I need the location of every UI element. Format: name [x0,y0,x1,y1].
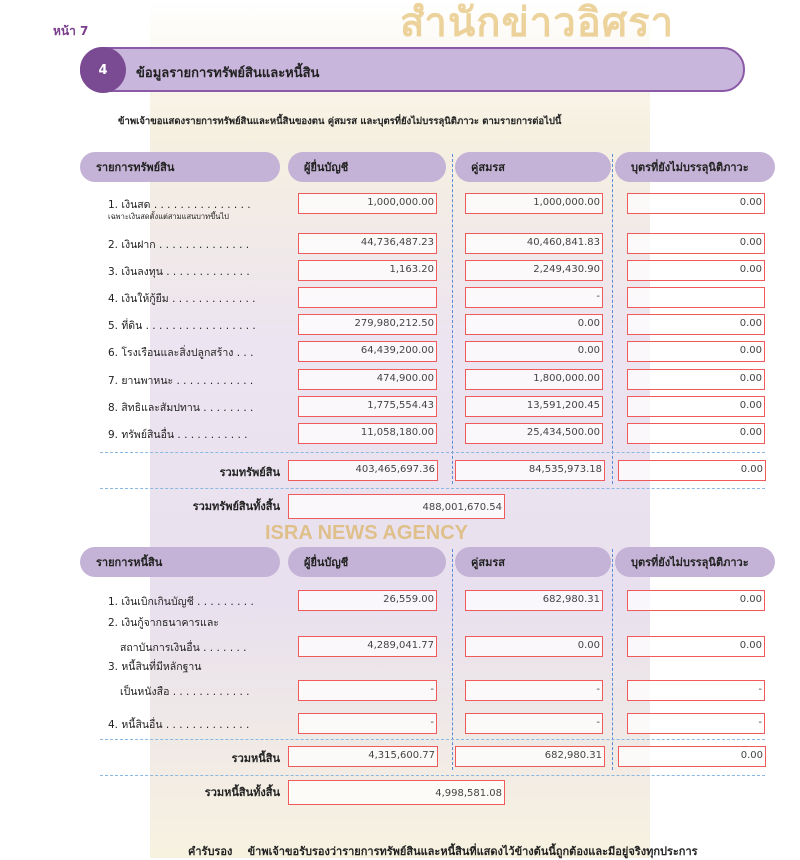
liabilities-row-label-cont: สถาบันการเงินอื่น . . . . . . . [120,642,247,654]
assets-value-field: 1,163.20 [298,260,437,281]
assets-row-label: 5. ที่ดิน . . . . . . . . . . . . . . . … [108,320,256,332]
assets-header-0: รายการทรัพย์สิน [80,152,280,182]
liabilities-subtotal-field: 0.00 [618,746,766,767]
column-divider [612,154,613,484]
divider [100,488,765,489]
liabilities-value-field: 0.00 [627,590,765,611]
assets-row-label: 2. เงินฝาก . . . . . . . . . . . . . . [108,239,250,251]
column-divider [452,549,453,770]
page-number: หน้า 7 [53,24,89,38]
assets-row-label: 9. ทรัพย์สินอื่น . . . . . . . . . . . [108,429,248,441]
certification-text: ข้าพเจ้าขอรับรองว่ารายการทรัพย์สินและหนี… [247,845,698,858]
assets-row-label: 8. สิทธิและสัมปทาน . . . . . . . . [108,402,254,414]
assets-value-field: - [465,287,603,308]
certification: คำรับรอง ข้าพเจ้าขอรับรองว่ารายการทรัพย์… [188,842,698,860]
liabilities-grand-total-label: รวมหนี้สินทั้งสิ้น [204,786,280,799]
assets-value-field: 2,249,430.90 [465,260,603,281]
liabilities-value-field: 26,559.00 [298,590,437,611]
assets-value-field: 40,460,841.83 [465,233,603,254]
liabilities-value-field: - [298,680,437,701]
column-divider [612,549,613,770]
liabilities-grand-total-field: 4,998,581.08 [288,780,505,805]
assets-grand-total-field: 488,001,670.54 [288,494,505,519]
assets-value-field: 64,439,200.00 [298,341,437,362]
assets-value-field: 44,736,487.23 [298,233,437,254]
liabilities-value-field: 0.00 [627,636,765,657]
watermark-logo-text-en: ISRA NEWS AGENCY [265,522,468,544]
assets-subtotal-field: 84,535,973.18 [455,460,605,481]
assets-subtotal-field: 0.00 [618,460,766,481]
liabilities-header-3: บุตรที่ยังไม่บรรลุนิติภาวะ [615,547,775,577]
divider [100,452,765,453]
liabilities-row-label: 3. หนี้สินที่มีหลักฐาน [108,661,202,673]
liabilities-subtotal-field: 4,315,600.77 [288,746,438,767]
assets-value-field: 1,775,554.43 [298,396,437,417]
assets-row-label: 7. ยานพาหนะ . . . . . . . . . . . . [108,375,254,387]
liabilities-subtotal-label: รวมหนี้สิน [231,752,280,765]
assets-value-field: 0.00 [465,341,603,362]
divider [100,775,765,776]
assets-value-field: 0.00 [627,369,765,390]
assets-value-field: 11,058,180.00 [298,423,437,444]
assets-value-field: 0.00 [627,260,765,281]
section-header-bar [80,47,745,92]
assets-value-field: 0.00 [465,314,603,335]
assets-value-field: 0.00 [627,193,765,214]
assets-value-field: 0.00 [627,233,765,254]
liabilities-value-field: 0.00 [465,636,603,657]
liabilities-row-label: 1. เงินเบิกเกินบัญชี . . . . . . . . . [108,596,254,608]
liabilities-row-label-cont: เป็นหนังสือ . . . . . . . . . . . . [120,686,250,698]
assets-row-label: 3. เงินลงทุน . . . . . . . . . . . . . [108,266,250,278]
assets-header-1: ผู้ยื่นบัญชี [288,152,446,182]
liabilities-header-0: รายการหนี้สิน [80,547,280,577]
assets-value-field: 279,980,212.50 [298,314,437,335]
watermark-logo-text: สำนักข่าวอิศรา [400,1,675,45]
liabilities-subtotal-field: 682,980.31 [455,746,605,767]
divider [100,739,765,740]
liabilities-value-field: 4,289,041.77 [298,636,437,657]
liabilities-value-field: - [298,713,437,734]
liabilities-value-field: 682,980.31 [465,590,603,611]
liabilities-header-2: คู่สมรส [455,547,611,577]
assets-value-field: 1,800,000.00 [465,369,603,390]
assets-value-field: 1,000,000.00 [298,193,437,214]
assets-header-3: บุตรที่ยังไม่บรรลุนิติภาวะ [615,152,775,182]
section-number: 4 [80,47,126,93]
assets-value-field [298,287,437,308]
assets-value-field: 25,434,500.00 [465,423,603,444]
section-title: ข้อมูลรายการทรัพย์สินและหนี้สิน [136,66,320,81]
assets-value-field: 0.00 [627,341,765,362]
assets-subtotal-label: รวมทรัพย์สิน [219,466,280,479]
assets-row-label: 6. โรงเรือนและสิ่งปลูกสร้าง . . . [108,347,254,359]
section-intro: ข้าพเจ้าขอแสดงรายการทรัพย์สินและหนี้สินข… [118,116,562,127]
assets-row-label: 1. เงินสด . . . . . . . . . . . . . . . [108,199,251,211]
liabilities-value-field: - [627,713,765,734]
liabilities-value-field: - [627,680,765,701]
column-divider [452,154,453,484]
assets-row-note: เฉพาะเงินสดตั้งแต่สามแสนบาทขึ้นไป [108,212,229,221]
assets-grand-total-label: รวมทรัพย์สินทั้งสิ้น [192,500,280,513]
assets-row-label: 4. เงินให้กู้ยืม . . . . . . . . . . . .… [108,293,256,305]
assets-subtotal-field: 403,465,697.36 [288,460,438,481]
liabilities-row-label: 4. หนี้สินอื่น . . . . . . . . . . . . . [108,719,250,731]
certification-label: คำรับรอง [188,845,233,858]
liabilities-value-field: - [465,713,603,734]
assets-value-field: 1,000,000.00 [465,193,603,214]
liabilities-value-field: - [465,680,603,701]
assets-header-2: คู่สมรส [455,152,611,182]
assets-value-field: 0.00 [627,314,765,335]
assets-value-field: 474,900.00 [298,369,437,390]
liabilities-row-label: 2. เงินกู้จากธนาคารและ [108,617,219,629]
liabilities-header-1: ผู้ยื่นบัญชี [288,547,446,577]
assets-value-field: 0.00 [627,423,765,444]
assets-value-field: 0.00 [627,396,765,417]
assets-value-field: 13,591,200.45 [465,396,603,417]
assets-value-field [627,287,765,308]
